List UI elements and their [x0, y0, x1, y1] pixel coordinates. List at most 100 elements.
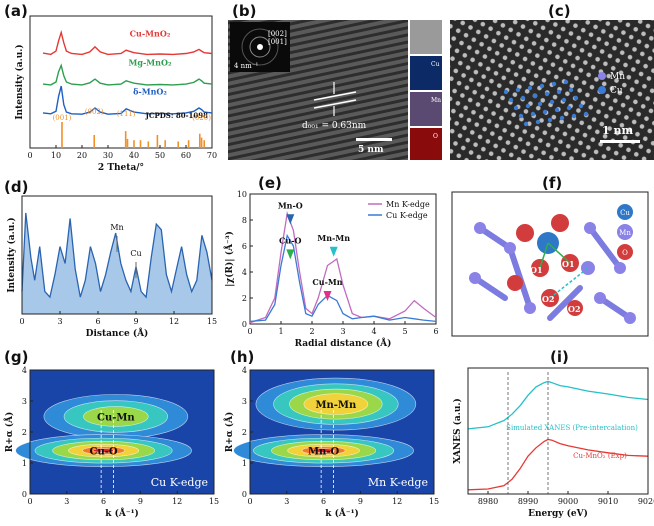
panel-e-label: (e) [258, 174, 282, 192]
wavelet-xtick-label: 9 [358, 497, 363, 506]
o-map-label: O [433, 133, 438, 140]
exafs-ytick-label: 8 [242, 216, 247, 225]
xrd-xtick-label: 0 [27, 151, 32, 160]
xrd-series-line [42, 85, 213, 115]
cu-site-marker [544, 91, 550, 97]
profile-xtick-label: 9 [133, 317, 138, 326]
cu-site-marker [535, 119, 541, 125]
wavelet-ylabel: R+α (Å) [223, 412, 235, 453]
xrd-ylabel: Intensity (a.u.) [14, 44, 25, 119]
cu-site-marker [539, 83, 545, 89]
panel-g-label: (g) [4, 348, 29, 366]
legend-o-label: O [622, 249, 628, 257]
exafs-annotation: Cu-O [279, 235, 302, 245]
xrd-series-label: δ-MnO₂ [133, 86, 167, 96]
wavelet-contour [312, 448, 335, 453]
atom-label-o2a: O2 [542, 294, 555, 304]
xrd-xtick-label: 40 [129, 151, 139, 160]
cu-site-marker [508, 97, 514, 103]
panel-f-label: (f) [542, 174, 563, 192]
exafs-ytick-label: 0 [242, 320, 247, 329]
xanes-xtick-label: 9010 [598, 497, 618, 506]
exafs-ytick-label: 10 [237, 190, 247, 199]
panel-a: (a) 0 10 20 30 40 50 60 70 2 Theta/° Intensity (a… [0, 0, 220, 178]
scalebar-b [356, 138, 392, 141]
legend-mn-ball [617, 224, 633, 240]
panel-b-label: (b) [232, 2, 257, 20]
wavelet-contour [92, 448, 115, 453]
atom-label-o2b: O2 [568, 304, 581, 314]
cu-site-marker [571, 113, 577, 119]
exafs-annotation: Mn-Mn [317, 233, 350, 243]
exafs-annotation: Cu-Mn [312, 277, 342, 287]
wavelet-xtick-label: 3 [284, 497, 289, 506]
legend-o-ball [617, 244, 633, 260]
xrd-series-line [42, 63, 213, 86]
xrd-xtick-label: 50 [155, 151, 165, 160]
panel-d: (d) 0 3 6 9 12 15 Distance (Å) Intensity (a.u.)… [0, 178, 220, 339]
xanes-xtick-label: 8980 [478, 497, 498, 506]
arrow-down-icon [286, 214, 295, 225]
arrow-down-icon [286, 249, 295, 260]
mn-map [410, 92, 442, 126]
wavelet-xtick-label: 0 [27, 497, 32, 506]
xrd-series-label: Mg-MnO₂ [129, 58, 172, 68]
cu-legend-label: Cu [610, 86, 623, 96]
exafs-series-line [249, 210, 437, 324]
xrd-xtick-label: 10 [51, 151, 61, 160]
scalebar-c [600, 140, 640, 143]
profile-xtick-label: 0 [19, 317, 24, 326]
panel-i-label: (i) [550, 348, 569, 366]
xrd-frame [29, 15, 213, 149]
wavelet-ytick-label: 4 [242, 366, 247, 375]
cu-site-marker [542, 109, 548, 115]
wavelet-ytick-label: 1 [22, 459, 27, 468]
cu-site-marker [513, 105, 519, 111]
panel-e: (e) 0 1 2 3 4 5 6 0 2 4 6 8 10 Radial distance (Å) |χ(… [220, 168, 444, 349]
cu-site-marker [573, 95, 579, 101]
wavelet-xlabel: k (Å⁻¹) [325, 507, 359, 519]
panel-f: (f) O1 O1 O2 O2 Cu Mn O [450, 168, 654, 340]
xanes-xlabel: Energy (eV) [528, 508, 588, 519]
xanes-xtick-label: 9020 [638, 497, 654, 506]
exafs-xlabel: Radial distance (Å) [295, 337, 392, 348]
profile-xtick-label: 12 [169, 317, 179, 326]
exafs-xtick-label: 5 [402, 327, 407, 336]
cu-site-marker [523, 121, 529, 127]
xrd-xtick-label: 30 [103, 151, 113, 160]
wavelet-xtick-label: 12 [172, 497, 182, 506]
saed-scale: 4 nm⁻¹ [234, 62, 259, 70]
cu-site-marker [537, 101, 543, 107]
saed-label-001: [001] [268, 38, 287, 46]
cu-site-marker [520, 95, 526, 101]
profile-xtick-label: 15 [207, 317, 217, 326]
cu-site-marker [547, 117, 553, 123]
wavelet-ytick-label: 0 [22, 490, 27, 499]
profile-frame [21, 195, 213, 315]
cu-site-marker [527, 85, 533, 91]
profile-xlabel: Distance (Å) [86, 327, 149, 338]
exafs-ylabel: |χ(R)| (Å⁻³) [223, 231, 235, 287]
cu-site-marker [568, 87, 574, 93]
wavelet-annotation: Mn-Mn [315, 400, 357, 411]
wavelet-caption: Cu K-edge [151, 476, 208, 489]
exafs-xtick-label: 6 [433, 327, 438, 336]
wavelet-xlabel: k (Å⁻¹) [105, 507, 139, 519]
cu-site-marker [563, 79, 569, 85]
xanes-xtick-label: 9000 [558, 497, 578, 506]
atom-label-o1a: O1 [530, 265, 543, 275]
wavelet-ytick-label: 3 [242, 397, 247, 406]
wavelet-contour [83, 406, 149, 427]
exafs-xtick-label: 1 [278, 327, 283, 336]
panel-h-label: (h) [230, 348, 255, 366]
exafs-ytick-label: 2 [242, 294, 247, 303]
xanes-series-label: Cu-MnO₂ (Exp) [573, 452, 627, 460]
exafs-ytick-label: 6 [242, 242, 247, 251]
xrd-chart: 0 10 20 30 40 50 60 70 2 Theta/° Intensity (a.u.)… [14, 15, 217, 173]
wavelet-xtick-label: 9 [138, 497, 143, 506]
wavelet-contour [303, 393, 369, 415]
cu-site-marker [551, 81, 557, 87]
profile-annotation: Cu [130, 249, 141, 258]
cu-site-marker [566, 105, 572, 111]
